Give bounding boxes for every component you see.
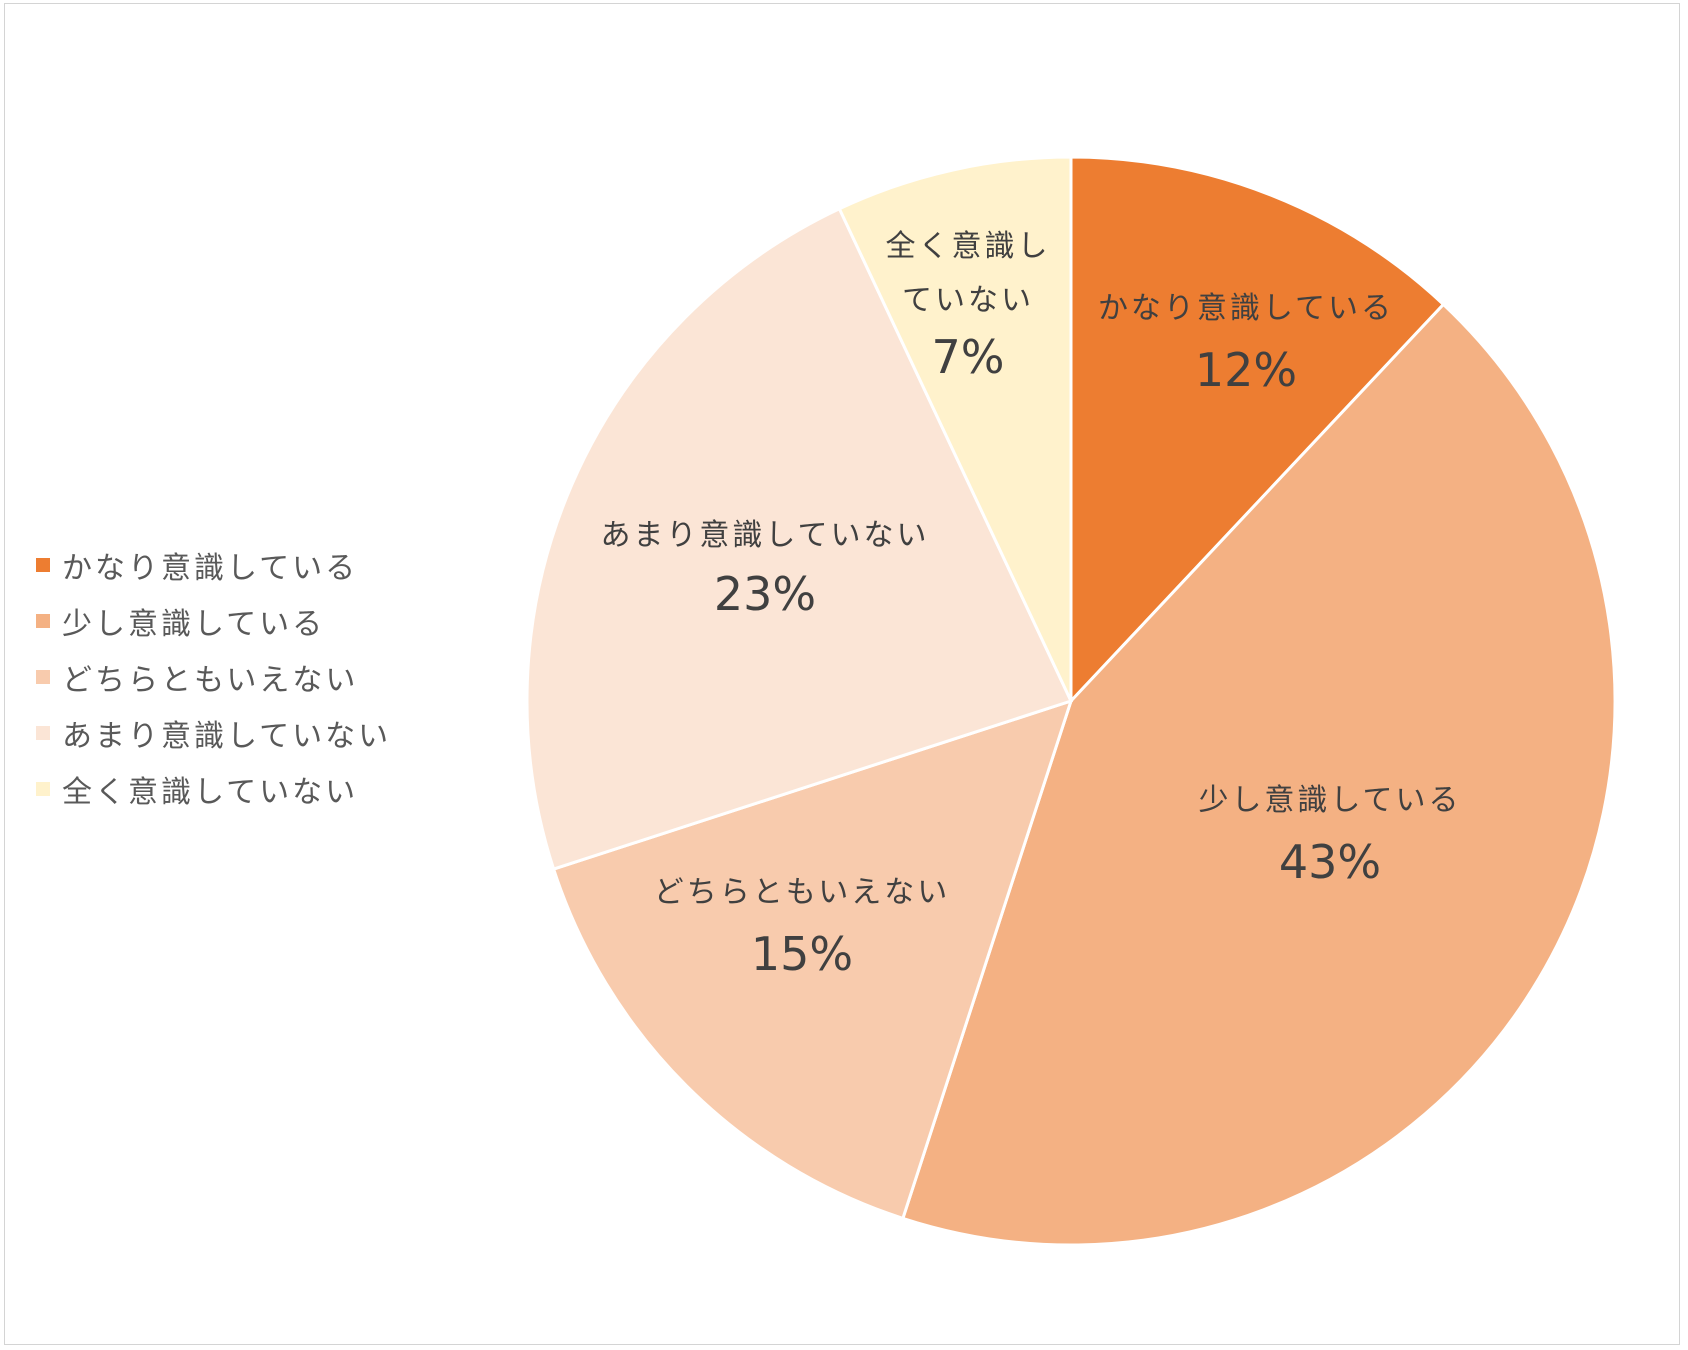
pie-slice-2: [901, 302, 1617, 1247]
pie-slice-3: [551, 698, 1074, 1221]
legend-label: かなり意識している: [62, 551, 359, 586]
legend-label: あまり意識していない: [62, 719, 392, 754]
data-label-name-5: ていない: [902, 283, 1034, 318]
legend-item-2: 少し意識している: [36, 593, 391, 649]
data-label-value-4: 23%: [714, 567, 816, 621]
legend-swatch: [36, 782, 50, 796]
data-label-name-2: 少し意識している: [1198, 783, 1461, 818]
data-label-name-4: あまり意識していない: [600, 518, 929, 553]
data-label-value-1: 12%: [1195, 343, 1297, 397]
data-label-name-3: どちらともいえない: [654, 875, 950, 910]
legend-label: どちらともいえない: [62, 663, 359, 698]
data-label-value-5: 7%: [932, 330, 1005, 384]
pie-slice-4: [525, 206, 1074, 871]
data-label-name-1: かなり意識している: [1098, 291, 1394, 326]
chart-legend: かなり意識している 少し意識している どちらともいえない あまり意識していない 全く意識…: [36, 537, 391, 817]
legend-swatch: [36, 614, 50, 628]
legend-item-4: あまり意識していない: [36, 705, 391, 761]
data-label-value-2: 43%: [1279, 835, 1381, 889]
pie-slice-5: [837, 155, 1073, 702]
data-label-name-5: 全く意識し: [886, 229, 1051, 264]
pie-data-labels: かなり意識している 12% 少し意識している 43% どちらともいえない 15% あまり意識…: [600, 229, 1461, 981]
legend-swatch: [36, 558, 50, 572]
legend-swatch: [36, 726, 50, 740]
legend-label: 少し意識している: [62, 607, 326, 642]
legend-swatch: [36, 670, 50, 684]
legend-label: 全く意識していない: [62, 775, 359, 810]
legend-item-1: かなり意識している: [36, 537, 391, 593]
legend-item-5: 全く意識していない: [36, 761, 391, 817]
data-label-value-3: 15%: [751, 927, 853, 981]
pie-slice-1: [1069, 155, 1446, 705]
legend-item-3: どちらともいえない: [36, 649, 391, 705]
pie-slices: [525, 155, 1617, 1247]
